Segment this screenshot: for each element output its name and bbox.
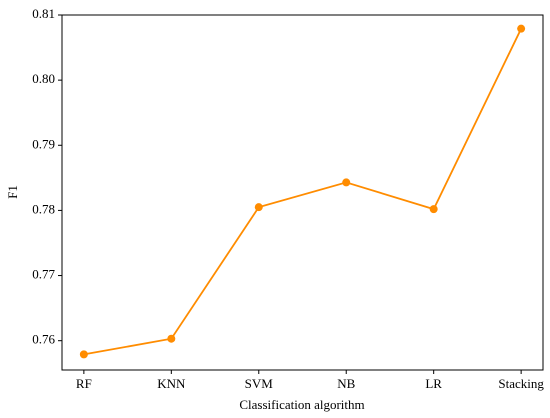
y-tick-label: 0.76 xyxy=(32,332,55,347)
x-axis-label: Classification algorithm xyxy=(239,397,364,412)
x-tick-label: SVM xyxy=(245,376,274,391)
point xyxy=(342,178,351,187)
y-tick-label: 0.78 xyxy=(32,201,55,216)
point xyxy=(79,350,88,359)
y-tick-label: 0.80 xyxy=(32,71,55,86)
x-tick-label: LR xyxy=(425,376,442,391)
point xyxy=(429,205,438,214)
point xyxy=(254,203,263,212)
x-tick-label: Stacking xyxy=(498,376,544,391)
y-tick-label: 0.77 xyxy=(32,267,55,282)
y-tick-label: 0.81 xyxy=(32,6,55,21)
plot-frame xyxy=(61,14,544,371)
y-axis-label: F1 xyxy=(5,185,20,199)
x-tick-label: NB xyxy=(337,376,355,391)
x-tick-label: KNN xyxy=(157,376,186,391)
point xyxy=(517,24,526,33)
y-tick-label: 0.79 xyxy=(32,136,55,151)
point xyxy=(167,334,176,343)
x-tick-label: RF xyxy=(76,376,92,391)
line xyxy=(83,28,522,356)
